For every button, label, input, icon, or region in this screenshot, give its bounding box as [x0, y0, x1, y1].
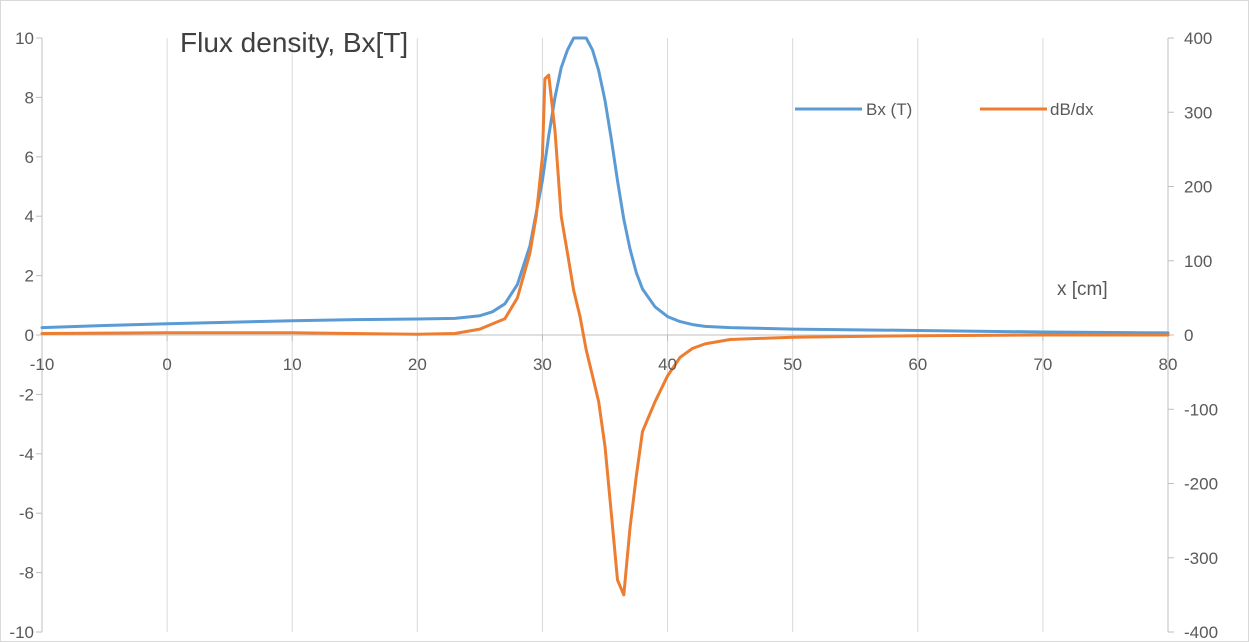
- x-tick-label: 80: [1159, 355, 1178, 374]
- y-tick-label: 10: [15, 29, 34, 48]
- y2-tick-label: -100: [1184, 400, 1218, 419]
- x-tick-label: 10: [283, 355, 302, 374]
- legend-label-dbdx: dB/dx: [1050, 100, 1094, 119]
- y-tick-label: -2: [19, 385, 34, 404]
- x-tick-label: -10: [30, 355, 55, 374]
- y2-tick-label: 0: [1184, 326, 1193, 345]
- x-tick-label: 30: [533, 355, 552, 374]
- chart-title: Flux density, Bx[T]: [180, 27, 408, 58]
- legend-label-bx: Bx (T): [866, 100, 912, 119]
- y2-tick-label: -200: [1184, 475, 1218, 494]
- x-tick-label: 20: [408, 355, 427, 374]
- y-tick-label: -6: [19, 504, 34, 523]
- y2-tick-label: -300: [1184, 549, 1218, 568]
- y2-tick-label: 200: [1184, 178, 1212, 197]
- y-tick-label: 0: [25, 326, 34, 345]
- series-layer: [40, 36, 1170, 597]
- y-tick-label: 4: [25, 207, 34, 226]
- y-tick-label: 2: [25, 267, 34, 286]
- y-tick-label: -10: [9, 623, 34, 642]
- legend: Bx (T) dB/dx: [795, 100, 1094, 119]
- labels-layer: 1086420-2-4-6-8-104003002001000-100-200-…: [9, 29, 1218, 642]
- series-line-dbdx: [40, 73, 1170, 597]
- y2-tick-label: 100: [1184, 252, 1212, 271]
- x-tick-label: 70: [1033, 355, 1052, 374]
- y2-tick-label: 400: [1184, 29, 1212, 48]
- series-line-bx: [40, 36, 1170, 335]
- y2-tick-label: 300: [1184, 103, 1212, 122]
- x-tick-label: 50: [783, 355, 802, 374]
- y-tick-label: 8: [25, 88, 34, 107]
- x-axis-label: x [cm]: [1057, 279, 1108, 300]
- x-tick-label: 60: [908, 355, 927, 374]
- y-tick-label: -4: [19, 445, 34, 464]
- x-tick-label: 40: [658, 355, 677, 374]
- y2-tick-label: -400: [1184, 623, 1218, 642]
- y-tick-label: -8: [19, 564, 34, 583]
- x-tick-label: 0: [162, 355, 171, 374]
- y-tick-label: 6: [25, 148, 34, 167]
